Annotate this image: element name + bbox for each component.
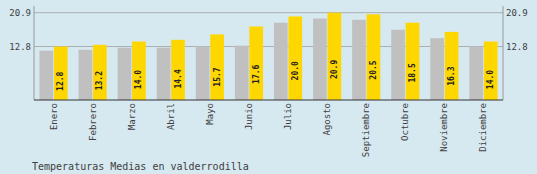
bar [54,47,68,100]
bar [274,23,288,100]
data-label: 13.2 [95,71,104,90]
y2-tick-label: 12.8 [506,42,528,52]
bar [157,48,171,100]
x-tick-label: Abril [166,103,176,130]
title: Temperaturas Medias en valderrodilla [32,161,249,172]
chart-svg: 12.8 13.2 14.0 14.4 15.7 17.6 20.0 20.9 20.5 18.5… [0,0,537,174]
data-label: 18.5 [408,63,417,82]
bar [391,30,405,100]
bar [406,23,420,100]
bar [39,51,53,100]
data-label: 16.3 [447,66,456,85]
x-axis-line [34,100,503,101]
bar [313,19,327,100]
x-tick-label: Noviembre [439,103,449,152]
bar [352,20,366,100]
y-tick-label: 12.8 [9,42,31,52]
bar [445,32,459,100]
x-tick-label: Septiembre [361,103,371,157]
data-labels: 12.8 13.2 14.0 14.4 15.7 17.6 20.0 20.9 20.5 18.5… [56,60,495,91]
data-label: 12.8 [56,71,65,90]
y-axis: 12.8 20.9 [9,8,31,52]
bar [328,13,342,100]
bar [132,42,146,100]
x-tick-label: Octubre [400,103,410,141]
data-label: 14.4 [174,69,183,88]
x-tick-label: Marzo [127,103,137,130]
x-tick-label: Julio [283,103,293,130]
bar [430,38,444,100]
bar [79,50,93,100]
bar [118,48,132,100]
bar [93,45,107,100]
x-tick-label: Agosto [322,103,332,136]
x-tick-label: Mayo [205,103,215,125]
bar [469,47,483,100]
x-axis: Enero Febrero Marzo Abril Mayo Junio Julio Agos… [49,103,489,157]
bar [210,34,224,100]
bar [367,14,381,100]
bar [484,42,498,100]
data-label: 20.0 [291,61,300,80]
bar [196,47,210,100]
x-tick-label: Febrero [88,103,98,141]
data-label: 20.5 [369,60,378,79]
bar [171,40,185,100]
bars [39,13,497,100]
data-label: 17.6 [252,64,261,83]
chart-container: 12.8 13.2 14.0 14.4 15.7 17.6 20.0 20.9 20.5 18.5… [0,0,537,174]
y-tick-label: 20.9 [9,8,31,18]
y2-axis: 12.8 20.9 [506,8,528,52]
grid-line [34,12,503,13]
x-tick-label: Enero [49,103,59,130]
x-tick-label: Junio [244,103,254,130]
y2-axis-line [503,6,504,100]
data-label: 20.9 [330,60,339,79]
data-label: 14.0 [486,70,495,89]
y-axis-line [34,6,35,100]
x-tick-label: Diciembre [478,103,488,152]
data-label: 15.7 [213,67,222,86]
bar [249,26,263,100]
bar [235,46,249,100]
y2-tick-label: 20.9 [506,8,528,18]
bar [288,16,302,100]
data-label: 14.0 [134,70,143,89]
